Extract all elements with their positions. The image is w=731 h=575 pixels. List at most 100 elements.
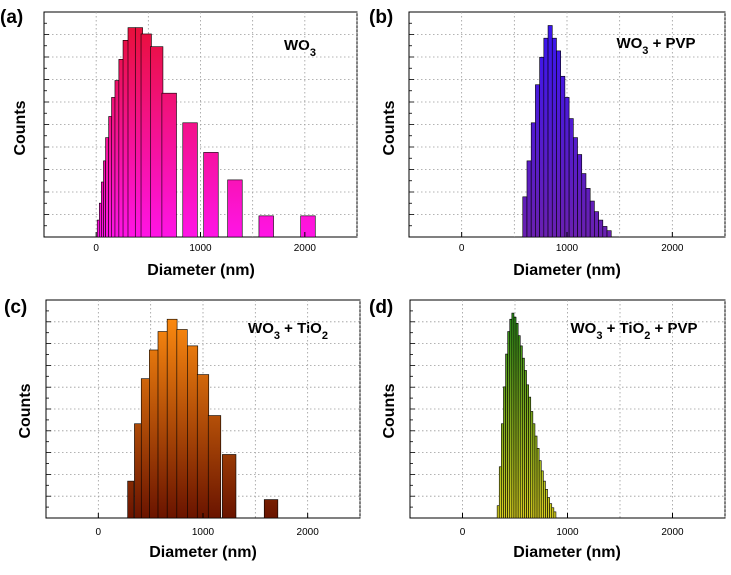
histogram-bar	[551, 507, 555, 519]
histogram-bar	[606, 230, 612, 238]
histogram-bar	[127, 480, 135, 519]
panel-a-plot-area: 0 1000 2000	[44, 12, 358, 254]
x-tick-label: 1000	[192, 527, 215, 538]
panel-d-label: (d)	[369, 297, 393, 318]
histogram-bar	[258, 215, 274, 238]
histogram-bar	[547, 25, 553, 238]
histogram-bar	[517, 335, 521, 519]
histogram-bar	[564, 97, 570, 238]
panel-d: (d) Counts Diameter (nm) WO3 + TiO2 + PV…	[369, 297, 726, 561]
histogram-bar	[553, 511, 557, 519]
histogram-bar	[585, 188, 591, 238]
histogram-bar	[140, 33, 152, 238]
panel-c-x-axis-label: Diameter (nm)	[149, 544, 257, 561]
panel-d-y-axis-label: Counts	[381, 383, 398, 438]
histogram-bar	[509, 318, 513, 519]
x-tick-label: 0	[96, 527, 102, 538]
histogram-bar	[203, 152, 219, 238]
histogram-bar	[498, 466, 502, 519]
histogram-bar	[96, 219, 100, 238]
histogram-bar	[547, 497, 550, 519]
histogram-bar	[539, 56, 545, 238]
histogram-bar	[187, 345, 199, 519]
histogram-bar	[522, 196, 528, 238]
histogram-bar	[182, 122, 198, 238]
histogram-bar	[530, 411, 534, 519]
histogram-bar	[140, 378, 150, 519]
panel-c-y-axis-label: Counts	[17, 383, 34, 438]
histogram-bar	[105, 137, 109, 238]
histogram-bar	[532, 423, 536, 519]
histogram-bar	[157, 331, 168, 519]
x-tick-label: 0	[93, 243, 99, 254]
panel-c: (c) Counts Diameter (nm) WO3 + TiO2 0 100…	[4, 297, 361, 561]
histogram-bar	[101, 181, 104, 238]
histogram-bar	[149, 349, 159, 519]
histogram-bar	[263, 499, 279, 519]
histogram-bar	[598, 219, 604, 238]
histogram-bar	[103, 160, 106, 238]
panel-a-y-axis-label: Counts	[12, 100, 29, 155]
histogram-bar	[507, 331, 511, 519]
panel-d-title: WO3 + TiO2 + PVP	[570, 320, 697, 342]
histogram-bar	[176, 329, 188, 519]
histogram-bar	[150, 46, 164, 238]
histogram-bar	[526, 160, 532, 238]
panel-a-x-axis-label: Diameter (nm)	[147, 262, 255, 279]
panel-c-title: WO3 + TiO2	[248, 320, 328, 342]
histogram-bar	[538, 460, 542, 519]
histogram-bar	[528, 396, 532, 519]
histogram-bar	[581, 173, 587, 238]
histogram-bar	[513, 316, 517, 519]
histogram-bar	[222, 454, 237, 519]
panel-b-title: WO3 + PVP	[616, 35, 695, 57]
panel-c-label: (c)	[4, 297, 27, 318]
panel-d-grid	[410, 300, 726, 518]
panel-a-label: (a)	[0, 7, 23, 28]
histogram-bar	[589, 200, 595, 238]
histogram-bar	[543, 480, 546, 519]
x-tick-label: 2000	[297, 527, 320, 538]
histogram-bar	[98, 202, 102, 238]
x-tick-label: 1000	[189, 243, 212, 254]
histogram-bar	[505, 353, 508, 519]
histogram-bar	[530, 122, 536, 238]
panel-b-plot-area: 0 1000 2000	[409, 12, 726, 254]
histogram-bar	[524, 370, 527, 519]
histogram-bar	[543, 37, 549, 238]
x-tick-label: 1000	[556, 527, 579, 538]
panel-a: (a) Counts Diameter (nm) WO3 0 1000 2000	[0, 7, 358, 279]
panel-b-label: (b)	[369, 7, 393, 28]
histogram-bar	[551, 37, 557, 238]
panel-d-x-axis-label: Diameter (nm)	[513, 544, 621, 561]
panel-d-plot-area: 0 1000 2000	[410, 300, 726, 538]
histogram-bar	[134, 423, 143, 519]
histogram-bar	[501, 423, 504, 519]
histogram-bar	[511, 312, 515, 519]
histogram-bar	[540, 470, 544, 519]
x-tick-label: 2000	[661, 527, 684, 538]
histogram-bar	[545, 489, 548, 519]
histogram-bar	[573, 137, 578, 238]
histogram-bar	[522, 357, 525, 519]
panel-b-y-axis-label: Counts	[381, 100, 398, 155]
histogram-bar	[300, 215, 316, 238]
panel-a-title: WO3	[284, 37, 316, 59]
histogram-bar	[602, 226, 608, 238]
histogram-bar	[166, 318, 178, 519]
histogram-bar	[560, 75, 566, 238]
histogram-bar	[207, 415, 222, 519]
histogram-bar	[535, 84, 540, 238]
histogram-bar	[519, 345, 523, 519]
histogram-bar	[161, 92, 177, 238]
histogram-bar	[503, 386, 506, 519]
x-tick-label: 2000	[661, 243, 684, 254]
panel-c-plot-area: 0 1000 2000	[46, 300, 361, 538]
histogram-bar	[515, 323, 519, 519]
panel-b-x-axis-label: Diameter (nm)	[513, 262, 621, 279]
x-tick-label: 1000	[556, 243, 579, 254]
histogram-bar	[568, 118, 574, 238]
histogram-bar	[577, 154, 583, 238]
histogram-bar	[127, 27, 136, 238]
